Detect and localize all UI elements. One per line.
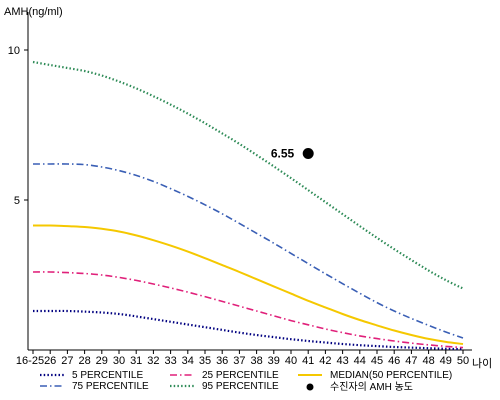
x-tick-label: 45: [371, 355, 383, 367]
x-tick-label: 37: [233, 355, 245, 367]
x-tick-label: 34: [182, 355, 194, 367]
legend-label: 5 PERCENTILE: [72, 370, 143, 381]
series-line-5-percentile: [33, 309, 464, 351]
x-tick-label: 47: [405, 355, 417, 367]
patient-point-value-label: 6.55: [271, 147, 295, 161]
x-tick-label: 35: [199, 355, 211, 367]
patient-annotation: 6.55: [271, 147, 314, 161]
x-tick-label: 36: [216, 355, 228, 367]
x-tick-label: 39: [268, 355, 280, 367]
series-line-median-50-percentile-: [32, 224, 464, 345]
x-tick-label: 28: [78, 355, 90, 367]
x-tick-label: 49: [440, 355, 452, 367]
patient-point-marker: [302, 148, 314, 159]
x-ticks: 16-25 26 27 28 29 30 31 32 33 34 35 36 37 38 39 40 41 42 4…: [16, 350, 469, 367]
series-line-25-percentile: [32, 271, 464, 349]
axes: [27, 12, 472, 351]
y-ticks: 5 10: [8, 45, 28, 207]
x-tick-label: 50: [457, 355, 469, 367]
x-tick-label: 44: [354, 355, 366, 367]
x-tick-label: 26: [44, 355, 56, 367]
x-tick-label: 30: [113, 355, 125, 367]
x-tick-label: 40: [285, 355, 297, 367]
x-tick-label: 31: [130, 355, 142, 367]
series-line-95-percentile: [32, 60, 464, 290]
x-tick-label: 16-25: [16, 355, 44, 367]
y-tick-label: 5: [14, 195, 20, 207]
series-line-75-percentile: [33, 163, 464, 339]
legend-label: 25 PERCENTILE: [202, 370, 279, 381]
legend-label: 75 PERCENTILE: [72, 381, 149, 392]
x-tick-label: 32: [147, 355, 159, 367]
x-tick-label: 41: [302, 355, 314, 367]
legend-patient-label: 수진자의 AMH 농도: [330, 381, 413, 393]
x-axis-label: 나이: [472, 357, 492, 370]
x-tick-label: 29: [96, 355, 108, 367]
x-tick-label: 43: [336, 355, 348, 367]
legend-patient-marker: [306, 383, 314, 391]
y-axis-label: AMH(ng/ml): [4, 6, 63, 18]
y-tick-label: 10: [8, 45, 20, 57]
x-tick-label: 46: [388, 355, 400, 367]
x-tick-label: 42: [319, 355, 331, 367]
legend-label: MEDIAN(50 PERCENTILE): [330, 370, 452, 381]
series-layer: [32, 60, 464, 351]
x-tick-label: 38: [250, 355, 262, 367]
x-tick-label: 33: [164, 355, 176, 367]
legend-label: 95 PERCENTILE: [202, 381, 279, 392]
x-tick-label: 27: [61, 355, 73, 367]
x-tick-label: 48: [422, 355, 434, 367]
